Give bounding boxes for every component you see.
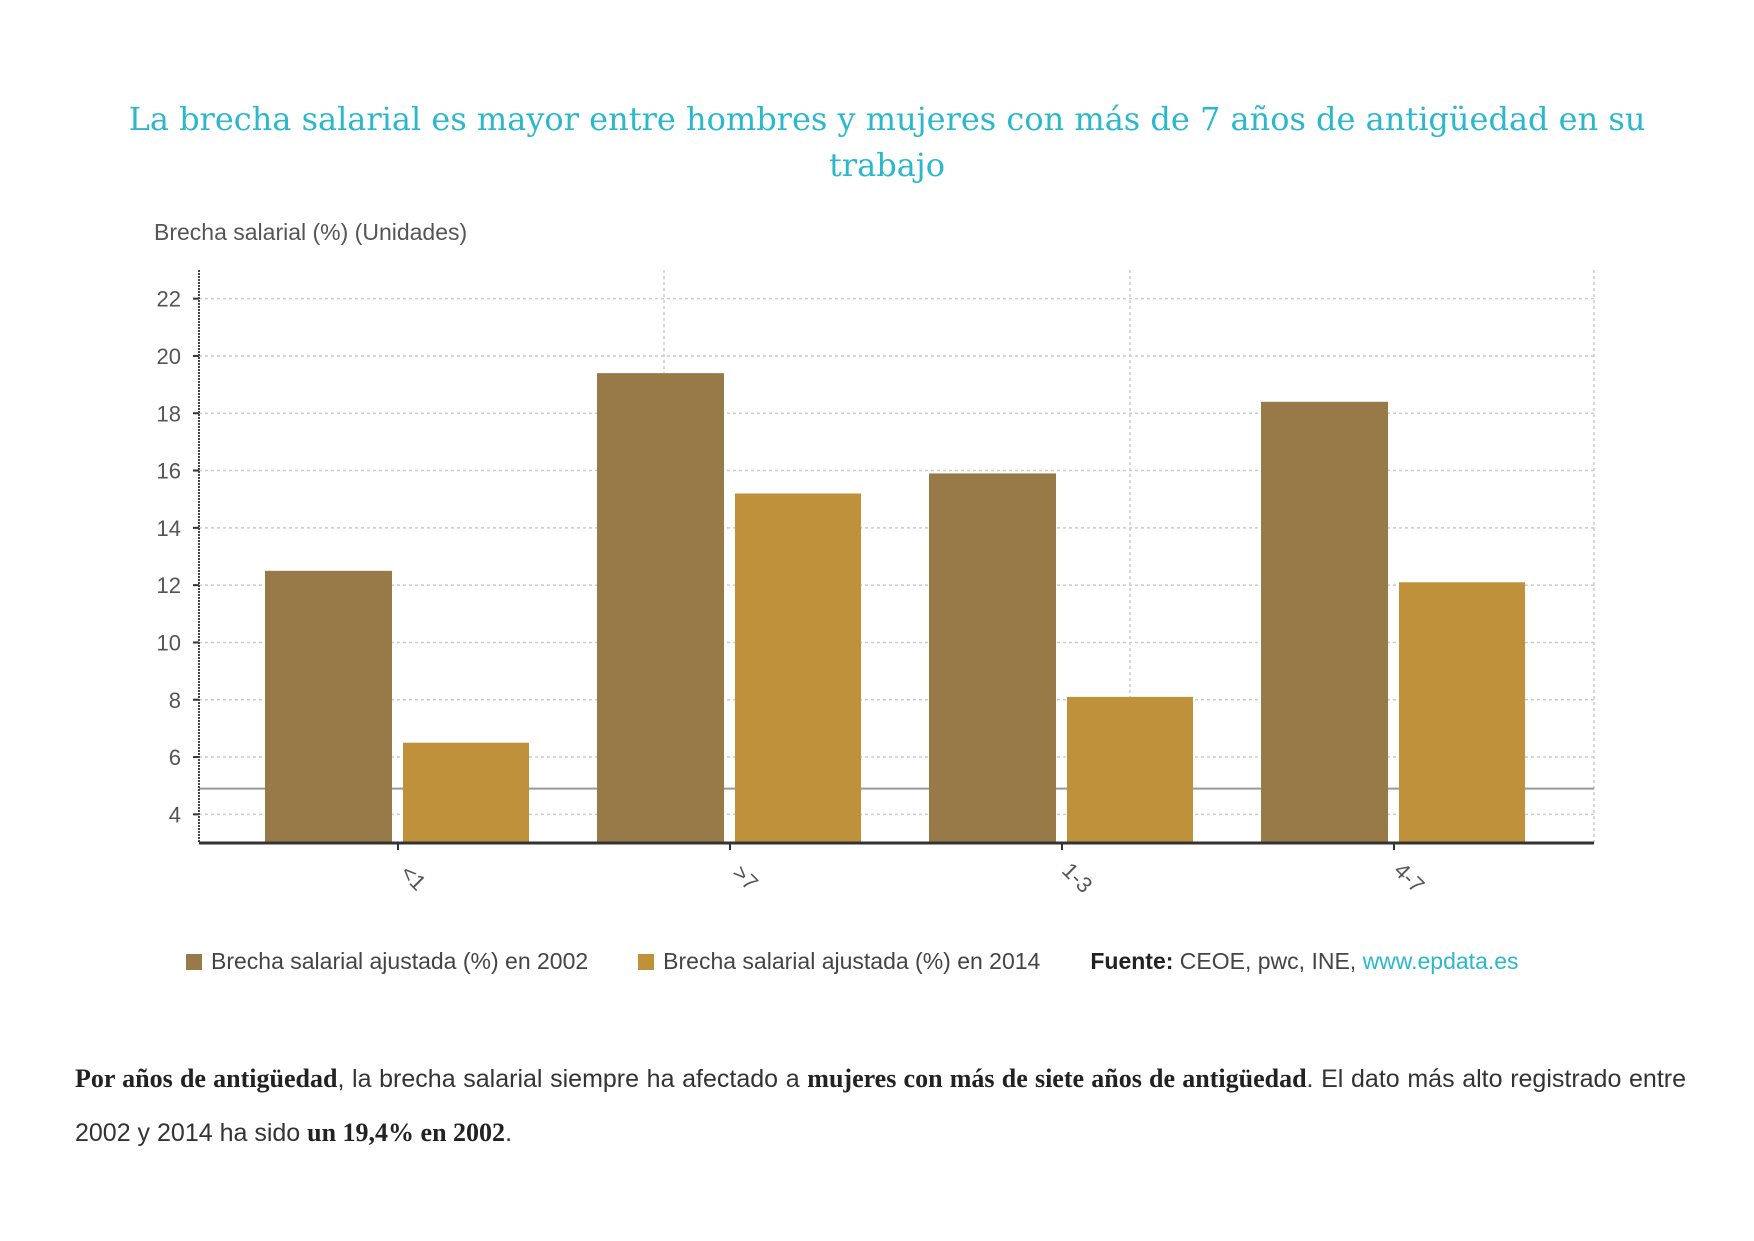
bar-2002-<1 <box>265 570 392 843</box>
y-tick-label: 20 <box>157 344 181 369</box>
bar-chart: 4 6 8 10 12 14 16 18 20 22 <1 >7 1-3 4-7 <box>157 270 1595 898</box>
y-tick-label: 14 <box>157 516 181 541</box>
bold-text: mujeres con más de siete años de antigüe… <box>807 1064 1307 1093</box>
bar-2014->7 <box>735 493 861 843</box>
body-paragraph: Por años de antigüedad, la brecha salari… <box>75 1052 1686 1160</box>
source-text: CEOE, pwc, INE, <box>1179 948 1357 974</box>
bold-text: un 19,4% en 2002 <box>307 1118 506 1147</box>
bar-2014-4-7 <box>1399 582 1525 843</box>
y-tick-label: 16 <box>157 459 181 484</box>
y-tick-label: 6 <box>169 745 181 770</box>
y-tick-label: 12 <box>157 573 181 598</box>
bar-2002-1-3 <box>929 473 1056 843</box>
legend-swatch-2014 <box>638 953 655 970</box>
bar-2002-4-7 <box>1261 401 1388 843</box>
legend-swatch-2002 <box>186 953 202 970</box>
x-tick-label: 1-3 <box>1057 858 1097 898</box>
y-tick-label: 8 <box>169 688 181 713</box>
text: , la brecha salarial siempre ha afectado… <box>337 1065 808 1093</box>
legend-item-2002: Brecha salarial ajustada (%) en 2002 <box>186 948 588 975</box>
source-credit: Fuente: CEOE, pwc, INE, www.epdata.es <box>1090 948 1518 975</box>
y-tick-label: 18 <box>157 401 181 426</box>
x-tick-label: 4-7 <box>1389 858 1429 898</box>
y-tick-label: 10 <box>157 630 181 655</box>
legend: Brecha salarial ajustada (%) en 2002 Bre… <box>186 948 1519 975</box>
legend-item-2014: Brecha salarial ajustada (%) en 2014 <box>638 948 1040 975</box>
text: . <box>505 1119 513 1147</box>
x-tick-label: <1 <box>396 860 431 895</box>
y-axis-label: Brecha salarial (%) (Unidades) <box>154 219 468 245</box>
bar-2014-1-3 <box>1067 696 1193 843</box>
legend-label-2014: Brecha salarial ajustada (%) en 2014 <box>663 948 1041 974</box>
source-label: Fuente: <box>1090 948 1174 974</box>
legend-label-2002: Brecha salarial ajustada (%) en 2002 <box>211 948 589 974</box>
source-link[interactable]: www.epdata.es <box>1362 948 1519 974</box>
bar-2002->7 <box>597 373 724 843</box>
bar-2014-<1 <box>403 742 529 843</box>
y-tick-label: 22 <box>157 287 181 312</box>
text: . El dato más alto registrado entre 2002… <box>75 1065 1687 1147</box>
x-tick-label: >7 <box>728 860 763 895</box>
chart-title: La brecha salarial es mayor entre hombre… <box>128 100 1646 184</box>
bold-text: Por años de antigüedad <box>75 1064 338 1093</box>
y-tick-label: 4 <box>169 802 181 827</box>
